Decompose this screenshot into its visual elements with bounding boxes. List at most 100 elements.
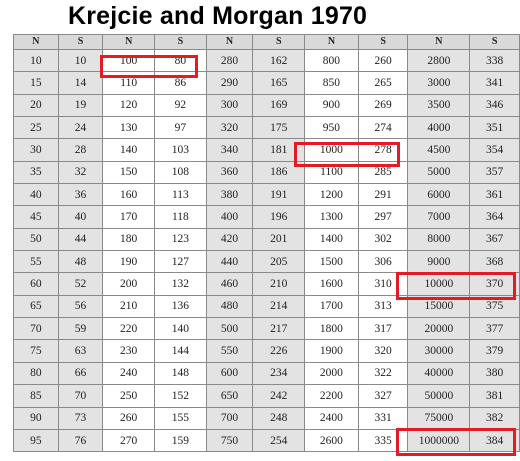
cell-s: 76 xyxy=(57,428,104,453)
table-row: 60 52 200 132 460 210 1600 310 10000 370 xyxy=(13,272,520,296)
cell-s: 148 xyxy=(154,361,207,386)
cell-s: 44 xyxy=(57,227,104,252)
table-row: 85 70 250 152 650 242 2200 327 50000 381 xyxy=(13,384,520,408)
cell-s: 327 xyxy=(357,384,409,408)
cell-s: 73 xyxy=(57,406,104,430)
cell-s: 364 xyxy=(469,205,520,229)
table-row: 20 19 120 92 300 169 900 269 3500 346 xyxy=(13,93,520,118)
cell-n: 270 xyxy=(102,428,156,453)
cell-s: 302 xyxy=(357,227,409,252)
table-row: 25 24 130 97 320 175 950 274 4000 351 xyxy=(13,116,520,140)
table-row: 30 28 140 103 340 181 1000 278 4500 354 xyxy=(13,138,520,162)
table-row: 95 76 270 159 750 254 2600 335 1000000 384 xyxy=(13,428,520,453)
cell-n: 35 xyxy=(13,160,59,185)
cell-n: 3000 xyxy=(407,71,471,95)
cell-n: 230 xyxy=(102,339,156,363)
cell-s: 144 xyxy=(154,339,207,363)
cell-s: 317 xyxy=(357,317,409,341)
cell-s: 48 xyxy=(57,250,104,274)
cell-s: 165 xyxy=(252,71,306,95)
cell-s: 186 xyxy=(252,160,306,185)
cell-s: 66 xyxy=(57,361,104,386)
cell-n: 95 xyxy=(13,428,59,453)
cell-s: 127 xyxy=(154,250,207,274)
cell-n: 250 xyxy=(102,384,156,408)
cell-n: 200 xyxy=(102,272,156,296)
cell-n: 80 xyxy=(13,361,59,386)
cell-s: 24 xyxy=(57,116,104,140)
cell-s: 32 xyxy=(57,160,104,185)
cell-s: 181 xyxy=(252,138,306,162)
cell-n: 190 xyxy=(102,250,156,274)
cell-s: 52 xyxy=(57,272,104,296)
cell-s: 70 xyxy=(57,384,104,408)
cell-n: 40 xyxy=(13,183,59,207)
cell-s: 297 xyxy=(357,205,409,229)
cell-s: 123 xyxy=(154,227,207,252)
cell-n: 600 xyxy=(205,361,254,386)
cell-n: 1700 xyxy=(304,294,359,319)
cell-n: 440 xyxy=(205,250,254,274)
cell-s: 210 xyxy=(252,272,306,296)
header-n-0: N xyxy=(13,34,59,50)
cell-n: 1300 xyxy=(304,205,359,229)
cell-s: 278 xyxy=(357,138,409,162)
cell-s: 14 xyxy=(57,71,104,95)
cell-s: 217 xyxy=(252,317,306,341)
cell-n: 380 xyxy=(205,183,254,207)
cell-n: 800 xyxy=(304,48,359,73)
cell-s: 155 xyxy=(154,406,207,430)
cell-n: 2200 xyxy=(304,384,359,408)
cell-s: 338 xyxy=(469,48,520,73)
cell-n: 5000 xyxy=(407,160,471,185)
cell-n: 420 xyxy=(205,227,254,252)
cell-s: 201 xyxy=(252,227,306,252)
cell-s: 136 xyxy=(154,294,207,319)
header-n-2: N xyxy=(205,34,254,50)
cell-n: 850 xyxy=(304,71,359,95)
header-s-3: S xyxy=(357,34,409,50)
cell-s: 370 xyxy=(469,272,520,296)
cell-n: 1800 xyxy=(304,317,359,341)
cell-s: 162 xyxy=(252,48,306,73)
cell-n: 25 xyxy=(13,116,59,140)
cell-s: 196 xyxy=(252,205,306,229)
cell-s: 132 xyxy=(154,272,207,296)
cell-n: 360 xyxy=(205,160,254,185)
cell-s: 152 xyxy=(154,384,207,408)
cell-n: 750 xyxy=(205,428,254,453)
header-s-0: S xyxy=(57,34,104,50)
table-row: 70 59 220 140 500 217 1800 317 20000 377 xyxy=(13,317,520,341)
cell-n: 65 xyxy=(13,294,59,319)
table-row: 10 10 100 80 280 162 800 260 2800 338 xyxy=(13,48,520,73)
cell-n: 55 xyxy=(13,250,59,274)
cell-n: 210 xyxy=(102,294,156,319)
cell-s: 379 xyxy=(469,339,520,363)
cell-n: 340 xyxy=(205,138,254,162)
table-title: Krejcie and Morgan 1970 xyxy=(68,2,368,30)
cell-s: 260 xyxy=(357,48,409,73)
cell-s: 269 xyxy=(357,93,409,118)
cell-n: 220 xyxy=(102,317,156,341)
cell-s: 322 xyxy=(357,361,409,386)
cell-n: 1900 xyxy=(304,339,359,363)
cell-n: 1000000 xyxy=(407,428,471,453)
cell-n: 8000 xyxy=(407,227,471,252)
cell-n: 70 xyxy=(13,317,59,341)
cell-s: 226 xyxy=(252,339,306,363)
cell-n: 15000 xyxy=(407,294,471,319)
cell-n: 2400 xyxy=(304,406,359,430)
cell-n: 480 xyxy=(205,294,254,319)
table-row: 15 14 110 86 290 165 850 265 3000 341 xyxy=(13,71,520,95)
cell-s: 10 xyxy=(57,48,104,73)
cell-n: 4000 xyxy=(407,116,471,140)
cell-n: 45 xyxy=(13,205,59,229)
cell-s: 40 xyxy=(57,205,104,229)
cell-s: 254 xyxy=(252,428,306,453)
cell-s: 384 xyxy=(469,428,520,453)
cell-n: 240 xyxy=(102,361,156,386)
cell-s: 361 xyxy=(469,183,520,207)
cell-n: 280 xyxy=(205,48,254,73)
cell-s: 346 xyxy=(469,93,520,118)
cell-s: 103 xyxy=(154,138,207,162)
